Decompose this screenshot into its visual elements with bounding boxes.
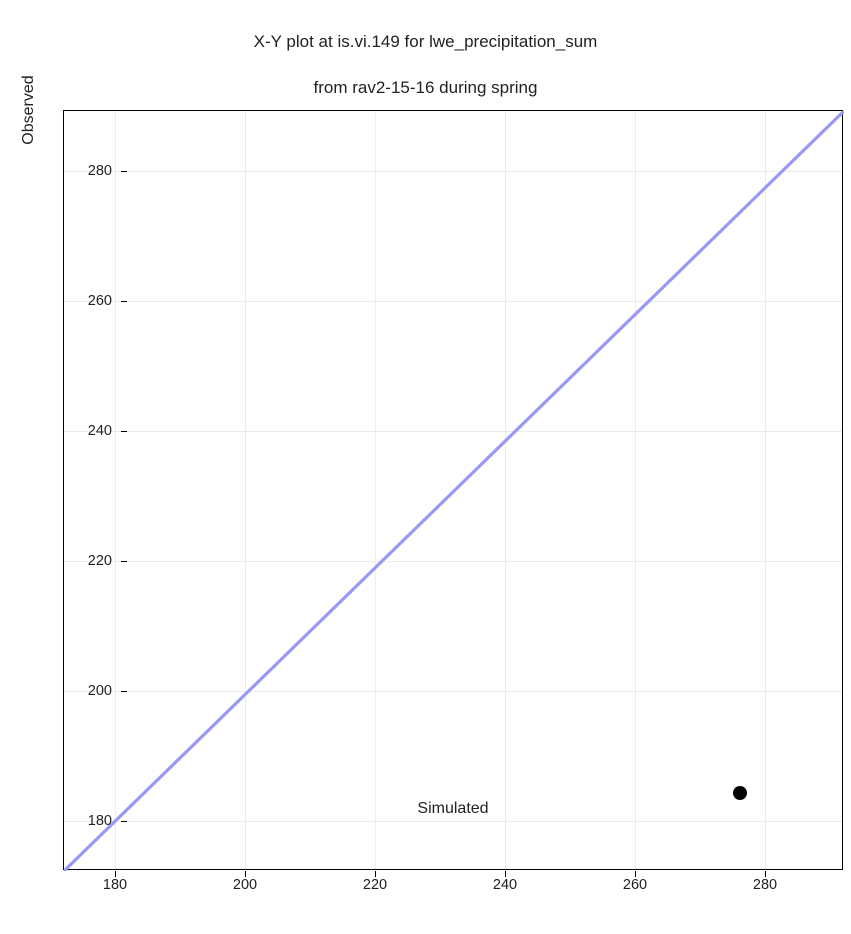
y-axis-label: Observed <box>20 0 38 490</box>
data-point-observed-simulated[interactable] <box>733 786 747 800</box>
plot-area: 180 200 220 240 260 280 280 260 240 220 … <box>63 110 843 870</box>
tick-label-x-0: 180 <box>103 877 127 893</box>
tick-label-x-4: 260 <box>623 877 647 893</box>
reference-diagonal-line <box>64 111 844 871</box>
x-axis-label: Simulated <box>63 800 843 818</box>
tick-label-x-1: 200 <box>233 877 257 893</box>
tick-label-x-5: 280 <box>753 877 777 893</box>
chart-title: X-Y plot at is.vi.149 for lwe_precipitat… <box>0 8 851 123</box>
chart-container: X-Y plot at is.vi.149 for lwe_precipitat… <box>0 0 851 934</box>
tick-label-x-2: 220 <box>363 877 387 893</box>
tick-label-x-3: 240 <box>493 877 517 893</box>
